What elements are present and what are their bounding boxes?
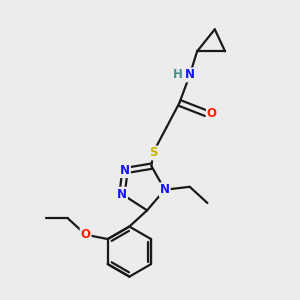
- Text: S: S: [149, 146, 157, 159]
- Text: N: N: [160, 183, 170, 196]
- Text: N: N: [117, 188, 127, 201]
- Text: N: N: [185, 68, 195, 81]
- Text: H: H: [172, 68, 182, 81]
- Text: N: N: [120, 164, 130, 177]
- Text: O: O: [81, 228, 91, 241]
- Text: O: O: [207, 107, 217, 120]
